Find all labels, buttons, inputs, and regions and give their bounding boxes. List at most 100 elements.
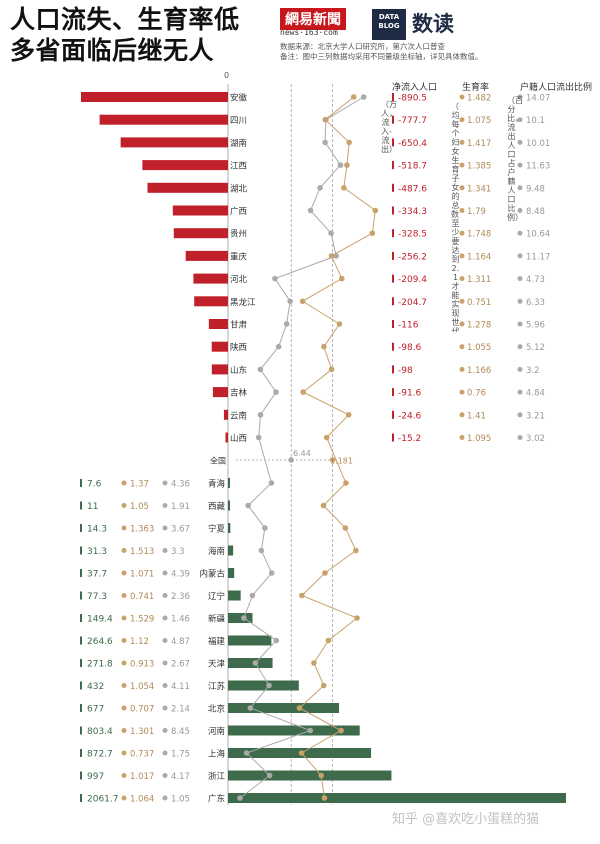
fertility-key-dot [459, 185, 465, 191]
ratio-value-label: 2.67 [171, 660, 190, 670]
ratio-key-dot [517, 230, 523, 236]
national-fertility-point [329, 457, 336, 463]
province-label: 河北 [230, 274, 248, 285]
net-marker [392, 206, 394, 215]
fertility-value-label: 1.064 [130, 795, 154, 805]
fertility-point [372, 207, 379, 214]
fertility-key-dot [459, 366, 465, 372]
net-value-label: -334.3 [398, 207, 427, 217]
net-marker [80, 794, 82, 802]
net-value-label: -256.2 [398, 252, 427, 262]
ratio-value-label: 4.17 [171, 772, 190, 782]
ratio-key-dot [517, 344, 523, 350]
fertility-key-dot [121, 773, 127, 778]
ratio-point [237, 795, 243, 801]
ratio-value-label: 3.67 [171, 525, 190, 535]
net-value-label: 77.3 [87, 592, 107, 602]
fertility-key-dot [459, 253, 465, 259]
outflow-bar [225, 432, 228, 443]
ratio-definition-note: （百分比，流出人口占户籍人口比例） [507, 96, 523, 222]
ratio-value-label: 1.05 [171, 795, 190, 805]
fertility-key-dot [459, 162, 465, 168]
net-marker [80, 501, 82, 510]
fertility-key-dot [121, 705, 127, 711]
national-ratio-point [288, 457, 294, 463]
ratio-point [257, 366, 264, 373]
fertility-value-label: 1.482 [467, 94, 491, 104]
ratio-value-label: 11.63 [526, 162, 550, 172]
net-marker [80, 524, 82, 532]
net-value-label: 37.7 [87, 570, 107, 580]
fertility-point [338, 275, 345, 282]
net-marker [80, 659, 82, 667]
fertility-point [298, 750, 305, 756]
province-label: 北京 [208, 704, 225, 715]
ratio-point [272, 275, 278, 282]
fertility-value-label: 1.12 [130, 637, 149, 647]
province-label: 河南 [208, 726, 225, 737]
fertility-point [321, 795, 328, 801]
fertility-value-label: 1.166 [467, 366, 491, 376]
fertility-key-dot [459, 94, 465, 100]
ratio-point [249, 592, 256, 599]
net-marker [392, 138, 394, 147]
province-label: 江西 [230, 162, 247, 172]
header: 人口流失、生育率低 多省面临后继无人 網易新聞 news·163·com DAT… [0, 0, 600, 72]
net-value-label: -204.7 [398, 298, 427, 308]
fertility-value-label: 1.748 [467, 230, 491, 240]
ratio-key-dot [162, 593, 168, 598]
fertility-value-label: 1.311 [467, 275, 491, 285]
ratio-point [275, 343, 282, 350]
ratio-point [255, 434, 262, 441]
ratio-value-label: 10.1 [526, 116, 545, 126]
outflow-bar [211, 364, 228, 375]
fertility-key-dot [121, 570, 127, 576]
netease-news-logo: 網易新聞 [280, 8, 346, 30]
ratio-key-dot [162, 795, 168, 801]
ratio-point [307, 727, 314, 734]
page-title-line2: 多省面临后继无人 [10, 36, 215, 65]
net-value-label: 803.4 [87, 727, 113, 737]
net-marker [80, 591, 82, 600]
net-marker [80, 771, 82, 780]
province-label: 新疆 [208, 614, 226, 625]
ratio-key-dot [162, 750, 168, 756]
province-label: 福建 [208, 636, 226, 647]
ratio-key-dot [162, 705, 168, 711]
province-label: 湖南 [230, 138, 247, 149]
ratio-value-label: 14.07 [526, 94, 550, 104]
net-marker [392, 183, 394, 192]
outflow-bar [81, 92, 228, 102]
fertility-value-label: 0.76 [467, 389, 486, 399]
watermark: 知乎 @喜欢吃小蛋糕的猫 [392, 812, 540, 827]
net-value-label: 14.3 [87, 525, 107, 535]
ratio-key-dot [517, 412, 523, 418]
net-value-label: -24.6 [398, 411, 422, 421]
net-value-label: 11 [87, 502, 98, 512]
fertility-key-dot [121, 795, 127, 801]
ratio-key-dot [517, 185, 523, 191]
fertility-point [341, 185, 347, 191]
province-label: 四川 [230, 116, 247, 126]
outflow-bar [185, 250, 228, 261]
net-marker [392, 365, 394, 374]
fertility-value-label: 1.417 [467, 139, 491, 149]
net-value-label: -98 [398, 366, 413, 376]
fertility-point [325, 637, 332, 644]
fertility-point [328, 366, 335, 373]
outflow-bar [120, 137, 228, 148]
outflow-bar [173, 228, 228, 239]
net-value-label: 264.6 [87, 637, 113, 647]
net-marker [80, 546, 82, 555]
net-value-label: 31.3 [87, 547, 107, 557]
net-marker [80, 681, 82, 690]
fertility-value-label: 1.41 [467, 411, 486, 421]
column-header-fertility: 生育率 [462, 81, 489, 93]
fertility-series-line [298, 96, 376, 799]
net-value-label: -328.5 [398, 230, 427, 240]
bar-group [81, 84, 566, 805]
net-marker [80, 614, 82, 622]
shudu-logo: 数读 [412, 12, 454, 36]
ratio-point [266, 772, 273, 779]
province-label: 湖北 [230, 184, 248, 194]
